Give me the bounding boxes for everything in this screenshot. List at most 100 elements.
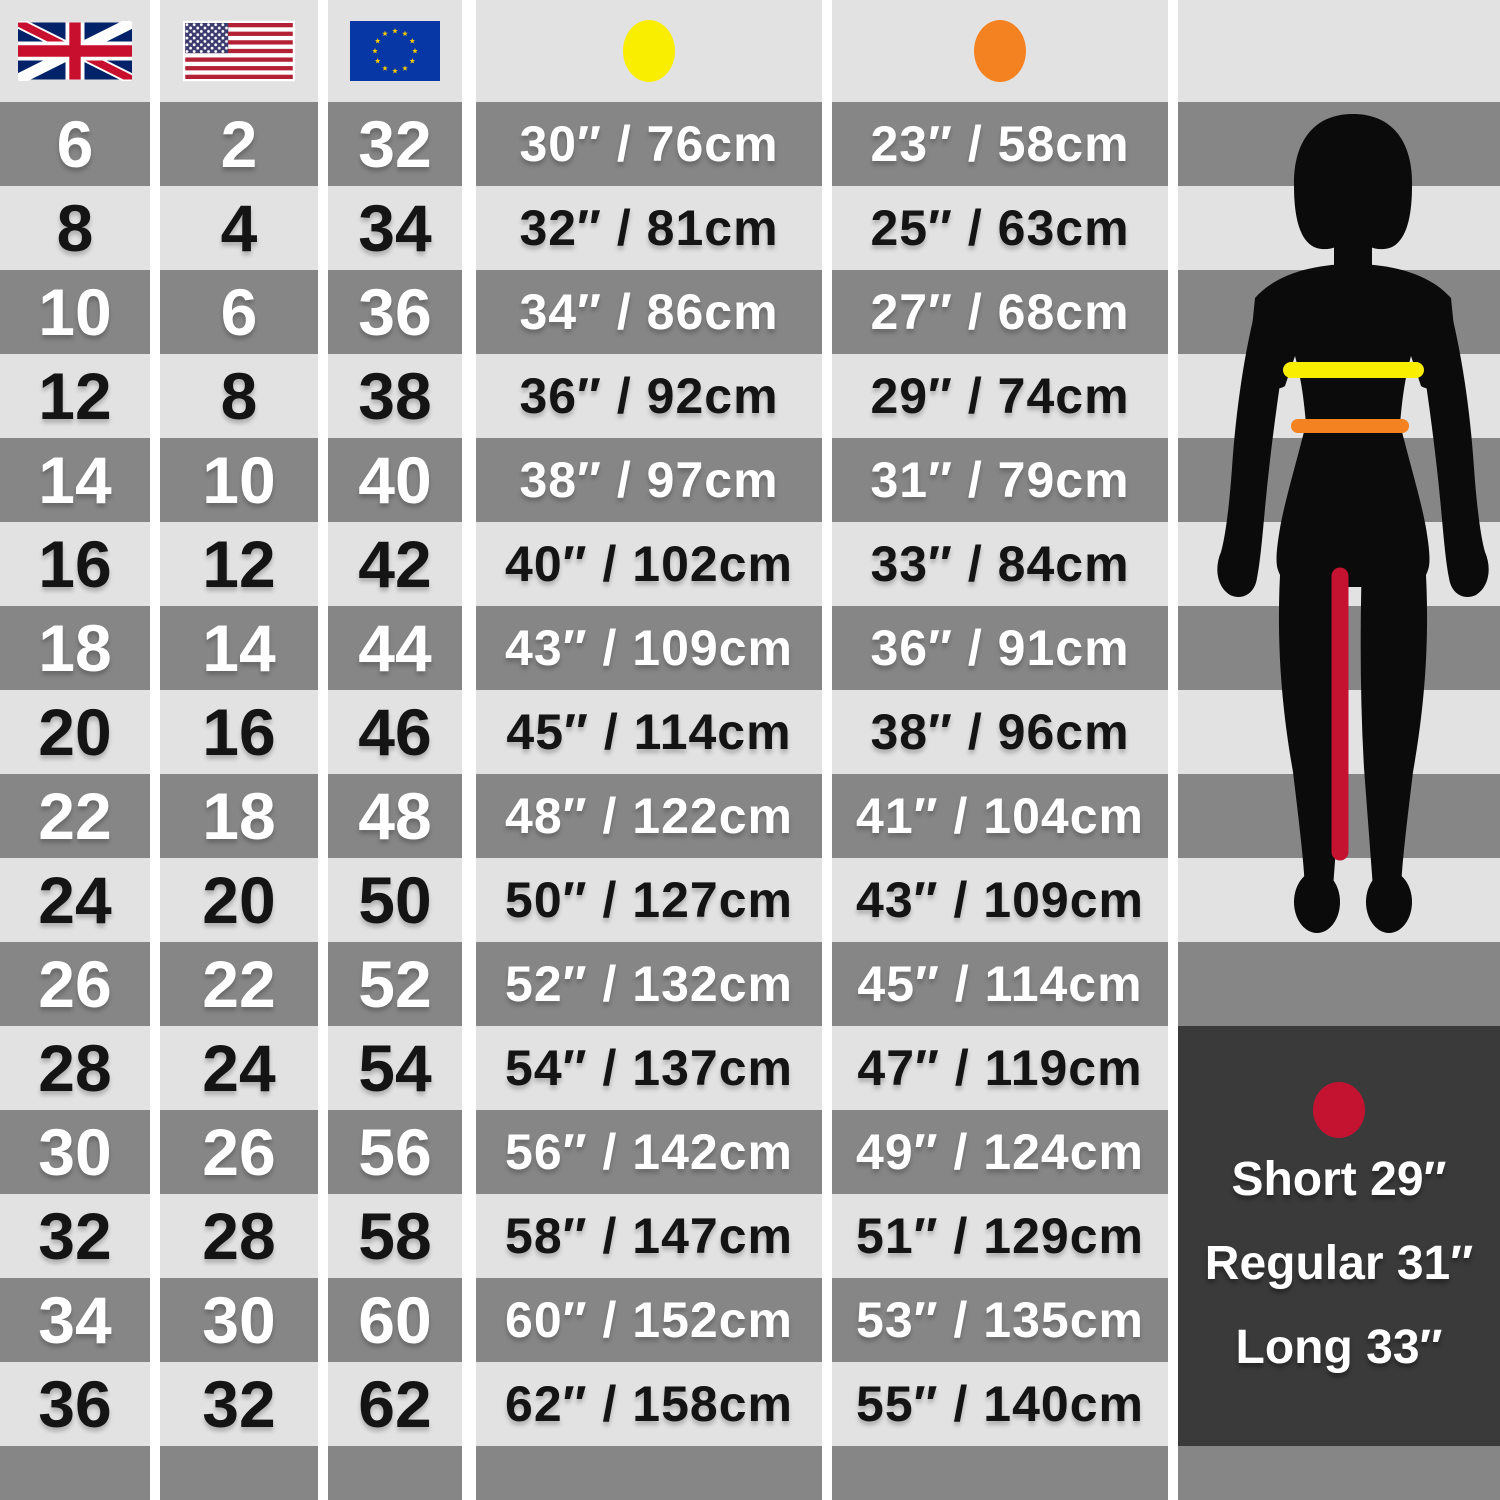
- bust-yellow-dot: [623, 20, 675, 82]
- cell-eu-row1: 32: [328, 102, 462, 186]
- right-foot: [1366, 871, 1412, 933]
- cell-uk-row6: 16: [0, 522, 150, 606]
- eu-header-cell: [328, 0, 462, 102]
- cell-eu-row11: 52: [328, 942, 462, 1026]
- cell-bust-row15: 60″ / 152cm: [476, 1278, 822, 1362]
- cell-uk-row14: 32: [0, 1194, 150, 1278]
- head: [1293, 114, 1413, 250]
- cell-bust-row9: 48″ / 122cm: [476, 774, 822, 858]
- figure-footer-band: [1178, 1446, 1500, 1500]
- cell-eu-row7: 44: [328, 606, 462, 690]
- cell-us-row6: 12: [160, 522, 318, 606]
- cell-waist-row4: 29″ / 74cm: [832, 354, 1168, 438]
- cell-us-row4: 8: [160, 354, 318, 438]
- cell-waist-row15: 53″ / 135cm: [832, 1278, 1168, 1362]
- column-us: 2 4 6 8 10 12 14 16 18 20 22 24 26 28 30 32: [160, 0, 318, 1500]
- cell-us-row8: 16: [160, 690, 318, 774]
- cell-waist-row6: 33″ / 84cm: [832, 522, 1168, 606]
- cell-us-row3: 6: [160, 270, 318, 354]
- left-foot: [1294, 871, 1340, 933]
- cell-uk-row5: 14: [0, 438, 150, 522]
- cell-bust-row10: 50″ / 127cm: [476, 858, 822, 942]
- us-flag-icon: [183, 20, 295, 82]
- cell-waist-row5: 31″ / 79cm: [832, 438, 1168, 522]
- us-header-cell: [160, 0, 318, 102]
- cell-uk-row12: 28: [0, 1026, 150, 1110]
- cell-eu-row10: 50: [328, 858, 462, 942]
- right-leg: [1360, 558, 1428, 906]
- cell-eu-row8: 46: [328, 690, 462, 774]
- cell-us-row14: 28: [160, 1194, 318, 1278]
- cell-waist-row14: 51″ / 129cm: [832, 1194, 1168, 1278]
- left-leg: [1278, 558, 1346, 906]
- uk-header-cell: [0, 0, 150, 102]
- cell-bust-row16: 62″ / 158cm: [476, 1362, 822, 1446]
- cell-uk-row2: 8: [0, 186, 150, 270]
- column-eu: 32 34 36 38 40 42 44 46 48 50 52 54 56 58 60 62: [328, 0, 462, 1500]
- uk-flag-icon: [18, 21, 132, 81]
- cell-bust-row1: 30″ / 76cm: [476, 102, 822, 186]
- cell-us-row9: 18: [160, 774, 318, 858]
- inseam-option-long: Long 33″: [1235, 1321, 1443, 1374]
- cell-waist-row2: 25″ / 63cm: [832, 186, 1168, 270]
- cell-eu-row15: 60: [328, 1278, 462, 1362]
- cell-bust-row5: 38″ / 97cm: [476, 438, 822, 522]
- cell-bust-row3: 34″ / 86cm: [476, 270, 822, 354]
- cell-waist-row11: 45″ / 114cm: [832, 942, 1168, 1026]
- inseam-panel: Short 29″ Regular 31″ Long 33″: [1178, 1026, 1500, 1446]
- inseam-option-short: Short 29″: [1231, 1153, 1447, 1206]
- cell-uk-row8: 20: [0, 690, 150, 774]
- cell-eu-row14: 58: [328, 1194, 462, 1278]
- cell-eu-row12: 54: [328, 1026, 462, 1110]
- female-figure-silhouette: [1217, 114, 1489, 933]
- cell-uk-row4: 12: [0, 354, 150, 438]
- cell-waist-row8: 38″ / 96cm: [832, 690, 1168, 774]
- cell-eu-row2: 34: [328, 186, 462, 270]
- waist-rows: 23″ / 58cm 25″ / 63cm 27″ / 68cm 29″ / 74cm…: [832, 102, 1168, 1446]
- cell-us-row12: 24: [160, 1026, 318, 1110]
- cell-uk-row1: 6: [0, 102, 150, 186]
- cell-us-row7: 14: [160, 606, 318, 690]
- cell-eu-row5: 40: [328, 438, 462, 522]
- cell-eu-row13: 56: [328, 1110, 462, 1194]
- cell-waist-row13: 49″ / 124cm: [832, 1110, 1168, 1194]
- cell-us-row16: 32: [160, 1362, 318, 1446]
- cell-bust-row2: 32″ / 81cm: [476, 186, 822, 270]
- cell-uk-row9: 22: [0, 774, 150, 858]
- cell-us-row1: 2: [160, 102, 318, 186]
- column-uk: 6 8 10 12 14 16 18 20 22 24 26 28 30 32 34 36: [0, 0, 150, 1500]
- uk-rows: 6 8 10 12 14 16 18 20 22 24 26 28 30 32 34 36: [0, 102, 150, 1446]
- cell-bust-row11: 52″ / 132cm: [476, 942, 822, 1026]
- cell-uk-row15: 34: [0, 1278, 150, 1362]
- cell-uk-row11: 26: [0, 942, 150, 1026]
- cell-uk-row3: 10: [0, 270, 150, 354]
- cell-waist-row9: 41″ / 104cm: [832, 774, 1168, 858]
- cell-uk-row13: 30: [0, 1110, 150, 1194]
- inseam-option-regular: Regular 31″: [1204, 1237, 1474, 1290]
- figure-stripe-header: [1178, 0, 1500, 102]
- cell-bust-row6: 40″ / 102cm: [476, 522, 822, 606]
- cell-waist-row12: 47″ / 119cm: [832, 1026, 1168, 1110]
- us-rows: 2 4 6 8 10 12 14 16 18 20 22 24 26 28 30 32: [160, 102, 318, 1446]
- eu-footer-band: [328, 1446, 462, 1500]
- cell-eu-row6: 42: [328, 522, 462, 606]
- cell-bust-row12: 54″ / 137cm: [476, 1026, 822, 1110]
- cell-waist-row3: 27″ / 68cm: [832, 270, 1168, 354]
- waist-orange-dot: [974, 20, 1026, 82]
- cell-eu-row3: 36: [328, 270, 462, 354]
- bust-rows: 30″ / 76cm 32″ / 81cm 34″ / 86cm 36″ / 92cm…: [476, 102, 822, 1446]
- waist-header-cell: [832, 0, 1168, 102]
- us-footer-band: [160, 1446, 318, 1500]
- cell-bust-row4: 36″ / 92cm: [476, 354, 822, 438]
- eu-rows: 32 34 36 38 40 42 44 46 48 50 52 54 56 58 60 62: [328, 102, 462, 1446]
- cell-waist-row16: 55″ / 140cm: [832, 1362, 1168, 1446]
- eu-flag-icon: [350, 21, 440, 81]
- column-bust: 30″ / 76cm 32″ / 81cm 34″ / 86cm 36″ / 92cm…: [476, 0, 822, 1500]
- cell-us-row2: 4: [160, 186, 318, 270]
- cell-waist-row10: 43″ / 109cm: [832, 858, 1168, 942]
- cell-us-row15: 30: [160, 1278, 318, 1362]
- cell-waist-row1: 23″ / 58cm: [832, 102, 1168, 186]
- cell-bust-row14: 58″ / 147cm: [476, 1194, 822, 1278]
- uk-footer-band: [0, 1446, 150, 1500]
